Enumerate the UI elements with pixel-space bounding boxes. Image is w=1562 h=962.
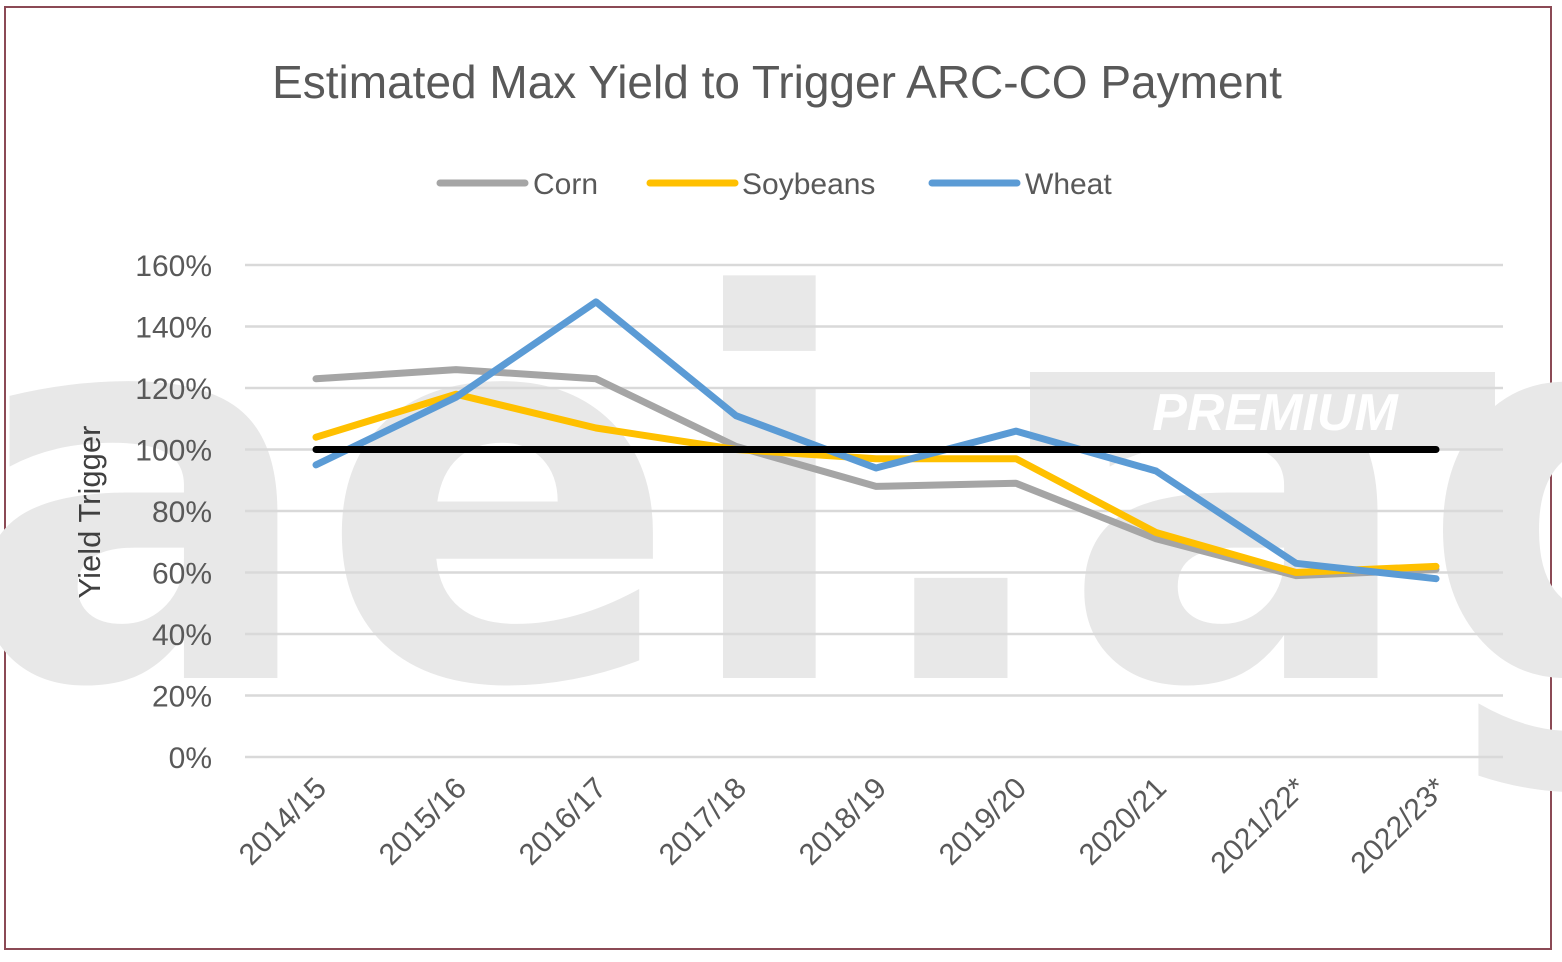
watermark-logo: aei.ag bbox=[0, 186, 1562, 803]
legend-label-wheat: Wheat bbox=[1025, 168, 1112, 201]
y-axis-title: Yield Trigger bbox=[72, 426, 107, 599]
y-tick-label: 160% bbox=[135, 250, 212, 283]
y-tick-label: 80% bbox=[152, 496, 212, 529]
chart-title: Estimated Max Yield to Trigger ARC-CO Pa… bbox=[272, 56, 1282, 108]
legend-label-corn: Corn bbox=[533, 168, 598, 201]
watermark-badge-text: PREMIUM bbox=[1152, 384, 1399, 442]
watermark-badge bbox=[1030, 372, 1495, 450]
series-line-soybeans bbox=[312, 390, 1440, 576]
legend: Corn Soybeans Wheat bbox=[436, 168, 1112, 201]
y-tick-label: 0% bbox=[169, 742, 212, 775]
legend-label-soybeans: Soybeans bbox=[742, 168, 875, 201]
y-tick-label: 140% bbox=[135, 312, 212, 345]
chart-frame bbox=[4, 6, 1552, 950]
y-tick-label: 100% bbox=[135, 435, 212, 468]
series-lines bbox=[312, 298, 1440, 583]
series-line-corn bbox=[312, 366, 1440, 580]
y-tick-label: 20% bbox=[152, 681, 212, 714]
y-tick-label: 40% bbox=[152, 619, 212, 652]
y-tick-label: 120% bbox=[135, 373, 212, 406]
watermark: aei.ag PREMIUM bbox=[0, 186, 1562, 803]
y-axis-ticks: 0% 20% 40% 60% 80% 100% 120% 140% 160% bbox=[135, 250, 212, 775]
series-line-wheat bbox=[312, 298, 1440, 583]
y-tick-label: 60% bbox=[152, 558, 212, 591]
